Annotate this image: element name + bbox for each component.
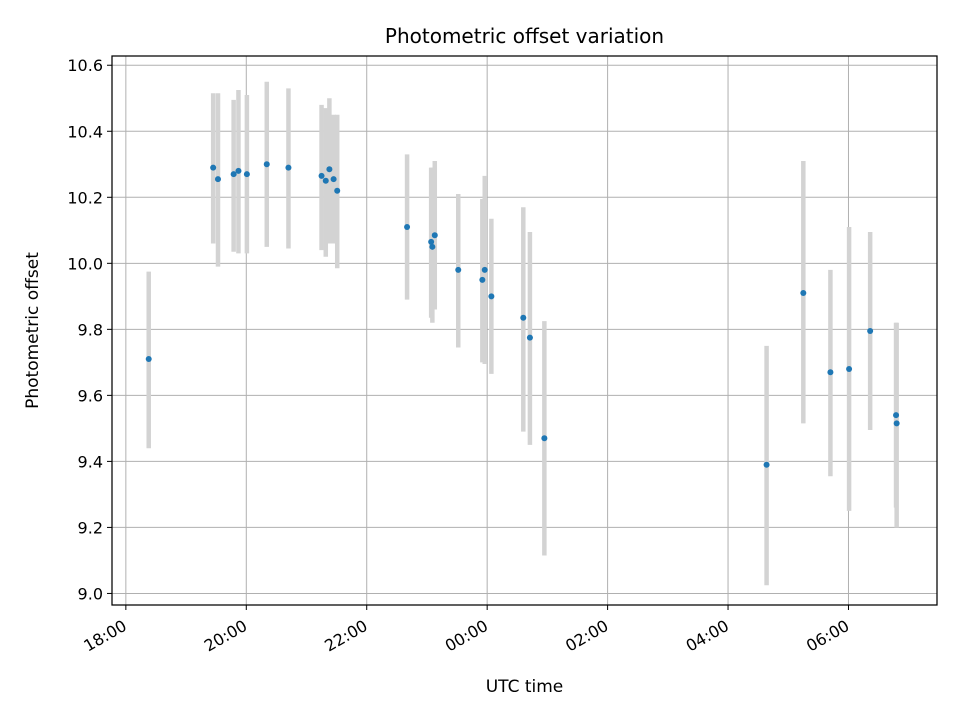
- data-point: [235, 167, 242, 174]
- data-point: [481, 266, 488, 273]
- y-tick-label: 10.0: [67, 254, 103, 273]
- data-point: [322, 177, 329, 184]
- y-tick-label: 9.6: [78, 386, 103, 405]
- data-point: [214, 176, 221, 183]
- data-point: [800, 290, 807, 297]
- data-point: [285, 164, 292, 171]
- data-point: [243, 171, 250, 178]
- data-point: [334, 187, 341, 194]
- y-tick-label: 9.8: [78, 320, 103, 339]
- x-axis-label: UTC time: [486, 677, 564, 697]
- data-point: [429, 243, 436, 250]
- data-point: [263, 161, 270, 168]
- data-point: [404, 224, 411, 231]
- y-tick-label: 10.2: [67, 188, 103, 207]
- y-axis-label: Photometric offset: [23, 252, 43, 409]
- y-axis: 9.0 9.2 9.4 9.6 9.8 10.0 10.2 10.4 10.6: [67, 56, 112, 603]
- y-tick-label: 10.6: [67, 56, 103, 75]
- data-point: [326, 166, 333, 173]
- data-point: [846, 365, 853, 372]
- data-point: [330, 176, 337, 183]
- plot-frame: [111, 55, 938, 606]
- data-point: [763, 461, 770, 468]
- data-point: [230, 171, 237, 178]
- data-point: [428, 238, 435, 245]
- data-point: [893, 420, 900, 427]
- y-tick-label: 10.4: [67, 122, 103, 141]
- data-point: [867, 327, 874, 334]
- data-point: [541, 435, 548, 442]
- data-point: [520, 314, 527, 321]
- y-tick-label: 9.4: [78, 452, 103, 471]
- data-point: [893, 412, 900, 419]
- data-point: [318, 172, 325, 179]
- data-point: [479, 276, 486, 283]
- data-point: [488, 293, 495, 300]
- data-point: [145, 356, 152, 363]
- data-point: [455, 266, 462, 273]
- y-tick-label: 9.0: [78, 584, 103, 603]
- data-point: [210, 164, 217, 171]
- data-point: [526, 334, 533, 341]
- data-points: [145, 161, 900, 468]
- data-point: [827, 369, 834, 376]
- chart-title: Photometric offset variation: [385, 24, 664, 48]
- data-point: [431, 232, 438, 239]
- y-tick-label: 9.2: [78, 518, 103, 537]
